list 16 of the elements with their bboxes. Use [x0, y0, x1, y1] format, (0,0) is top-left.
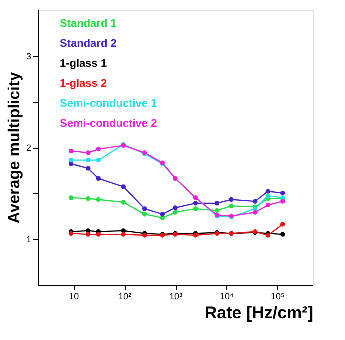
text: Standard 1 — [60, 18, 117, 30]
y-tick-label: 2 — [26, 143, 32, 153]
text: 1-glass 2 — [60, 78, 108, 90]
series-label: Semi-conductive 2 — [60, 118, 158, 130]
x-tick-label: 10⁴ — [220, 292, 234, 302]
text: 1-glass 1 — [60, 58, 108, 70]
y-tick-label: 1 — [26, 234, 32, 245]
text: Semi-conductive 1 — [60, 98, 158, 110]
text: Standard 2 — [60, 38, 117, 50]
y-axis-title: Average multiplicity — [6, 72, 24, 224]
x-tick-label: 10⁵ — [271, 292, 286, 302]
y-tick-label: 3 — [26, 51, 32, 62]
x-tick-label: 10³ — [169, 292, 183, 302]
x-tick-label: 10 — [69, 292, 80, 302]
x-axis-title: Rate [Hz/cm²] — [204, 304, 314, 322]
x-tick-label: 10² — [118, 292, 132, 302]
